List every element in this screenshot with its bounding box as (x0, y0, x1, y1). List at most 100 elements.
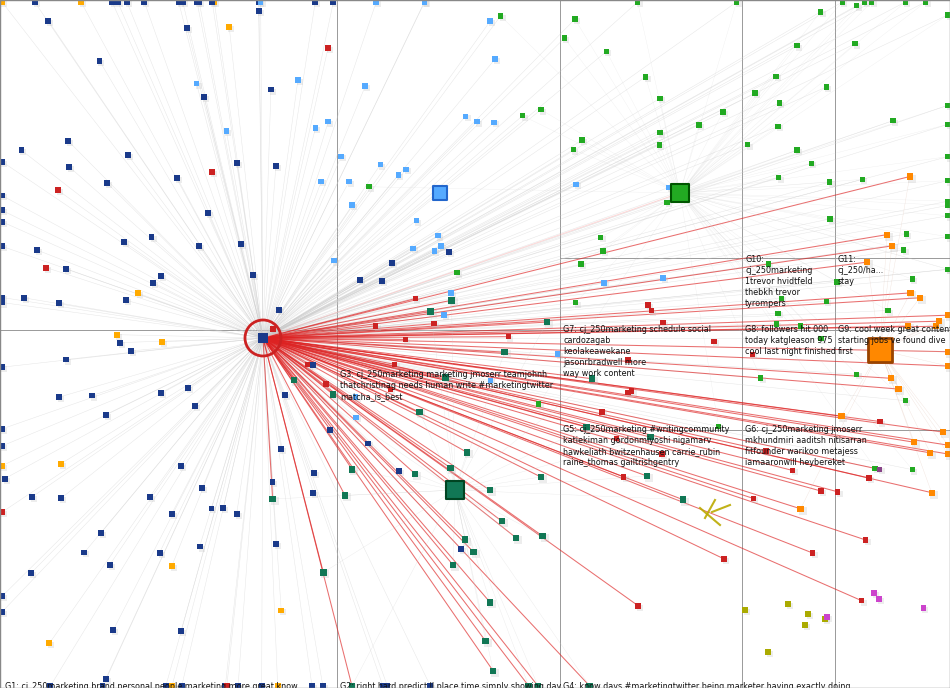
Point (176, 627, 191, 638)
Point (347, 682, 362, 688)
Point (218, 126, 234, 137)
Point (0, 506, 10, 517)
Point (164, 680, 180, 688)
Point (254, 0, 269, 10)
Point (270, 680, 285, 688)
Point (598, 248, 613, 259)
Point (940, 119, 950, 130)
Point (266, 324, 281, 335)
Point (174, 625, 189, 636)
Point (486, 117, 502, 128)
Text: G5: cj_250marketing #writingcommunity
katiekiman gordonmiyoshi nigamarv
hawkelia: G5: cj_250marketing #writingcommunity ka… (563, 425, 730, 467)
Point (536, 106, 551, 117)
Point (795, 323, 810, 334)
Point (360, 83, 375, 94)
Point (883, 307, 898, 318)
Point (483, 485, 498, 496)
Point (902, 288, 918, 299)
Point (857, 176, 872, 187)
Point (75, 0, 90, 10)
Point (79, 549, 94, 560)
Point (95, 680, 110, 688)
Text: G1: cj_250marketing brand personal people marketing more great know
needs really: G1: cj_250marketing brand personal peopl… (5, 682, 297, 688)
Point (155, 389, 170, 400)
Point (362, 440, 377, 451)
Point (745, 349, 760, 360)
Point (893, 385, 908, 396)
Point (437, 310, 452, 321)
Point (315, 680, 331, 688)
Point (393, 467, 408, 478)
Point (60, 266, 75, 277)
Point (773, 100, 788, 111)
Point (0, 460, 10, 471)
Point (432, 188, 447, 199)
Point (408, 469, 423, 480)
Point (633, 602, 648, 613)
Point (942, 177, 950, 188)
Point (427, 246, 442, 257)
Point (770, 121, 786, 132)
Point (444, 294, 459, 305)
Point (377, 278, 392, 289)
Point (750, 89, 765, 100)
Point (200, 207, 216, 218)
Point (867, 463, 883, 474)
Point (598, 279, 614, 290)
Point (408, 215, 424, 226)
Point (337, 490, 352, 501)
Point (256, 332, 271, 343)
Point (96, 529, 111, 540)
Point (0, 364, 11, 375)
Point (344, 178, 359, 189)
Point (174, 680, 189, 688)
Point (197, 484, 212, 495)
Point (268, 160, 283, 171)
Point (942, 102, 950, 113)
Point (466, 547, 482, 558)
Point (31, 246, 47, 257)
Point (622, 389, 637, 400)
Point (54, 299, 69, 310)
Point (320, 116, 335, 127)
Point (904, 274, 920, 285)
Point (409, 471, 425, 482)
Point (677, 496, 693, 507)
Point (0, 591, 10, 602)
Point (901, 230, 916, 241)
Point (62, 162, 77, 173)
Point (569, 16, 584, 27)
Point (813, 6, 828, 17)
Point (930, 323, 945, 334)
Point (347, 466, 362, 477)
Point (542, 319, 557, 330)
Point (624, 385, 639, 396)
Point (653, 93, 668, 104)
Point (152, 547, 167, 558)
Point (483, 16, 498, 27)
Point (189, 402, 204, 413)
Point (333, 151, 349, 162)
Point (531, 398, 546, 409)
Point (488, 119, 504, 130)
Point (533, 471, 548, 482)
Point (907, 466, 922, 477)
Point (191, 0, 206, 10)
Point (0, 207, 11, 218)
Point (390, 169, 406, 180)
Point (902, 323, 918, 334)
Point (254, 680, 269, 688)
Point (218, 680, 233, 688)
Point (207, 0, 222, 10)
Point (194, 543, 209, 554)
Point (191, 80, 206, 91)
Point (758, 445, 773, 456)
Point (112, 337, 127, 348)
Point (370, 323, 385, 334)
Point (187, 400, 202, 411)
Point (270, 162, 285, 173)
Point (942, 212, 950, 223)
Point (189, 78, 204, 89)
Point (329, 257, 344, 268)
Point (748, 87, 763, 98)
